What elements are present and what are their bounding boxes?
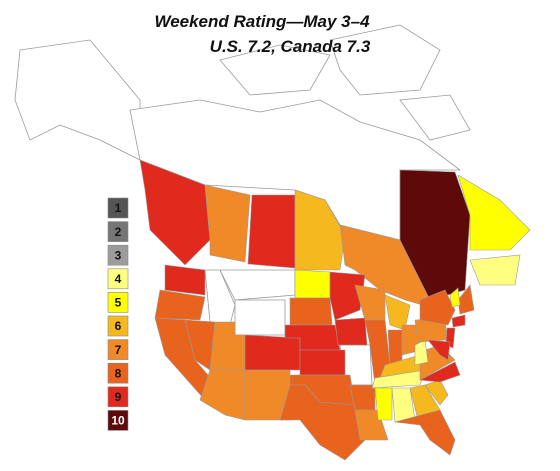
region: [329, 271, 366, 321]
legend-swatch: [107, 362, 129, 384]
region: [294, 269, 331, 299]
region: [427, 339, 451, 361]
arctic-island: [329, 24, 441, 96]
legend-swatch: [107, 410, 129, 431]
legend-label: 8: [115, 366, 122, 380]
region: [374, 387, 393, 421]
legend-label: 3: [115, 248, 122, 262]
regions: [139, 159, 531, 461]
wyoming: [234, 299, 286, 336]
region: [204, 184, 251, 263]
title: Weekend Rating—May 3–4: [154, 12, 370, 31]
region: [457, 284, 475, 315]
region: [394, 409, 456, 456]
legend-swatch: [107, 221, 129, 242]
arctic-island: [399, 94, 471, 141]
arctic-island: [219, 44, 331, 96]
region: [279, 384, 366, 461]
region: [334, 317, 368, 346]
region: [419, 289, 456, 326]
region: [294, 189, 346, 271]
legend-swatch: [107, 292, 129, 313]
legend-label: 10: [111, 414, 125, 428]
legend: 1 2 3 4 5 6 7 8 9 10: [107, 197, 129, 431]
legend-label: 6: [115, 319, 122, 333]
legend-label: 1: [115, 201, 122, 215]
region: [371, 369, 426, 389]
region: [469, 254, 521, 286]
legend-label: 9: [115, 390, 122, 404]
legend-swatch: [107, 315, 129, 337]
region: [299, 349, 346, 376]
legend-label: 7: [115, 343, 122, 357]
region: [164, 264, 206, 296]
region: [449, 287, 461, 308]
subtitle: U.S. 7.2, Canada 7.3: [210, 37, 371, 56]
region: [154, 289, 206, 321]
region: [414, 339, 429, 366]
legend-swatch: [107, 244, 129, 266]
legend-label: 4: [115, 272, 122, 286]
region: [247, 194, 296, 269]
legend-label: 5: [115, 296, 122, 310]
legend-swatch: [107, 268, 129, 290]
region: [244, 334, 301, 371]
legend-label: 2: [115, 225, 122, 239]
legend-swatch: [107, 339, 129, 360]
alaska: [14, 39, 141, 161]
region: [289, 297, 333, 326]
legend-swatch: [107, 386, 129, 408]
region: [451, 314, 466, 328]
region: [387, 329, 403, 366]
region: [457, 174, 531, 251]
idaho: [204, 269, 236, 326]
legend-swatch: [107, 197, 129, 219]
region: [199, 369, 246, 421]
region: [418, 361, 461, 383]
